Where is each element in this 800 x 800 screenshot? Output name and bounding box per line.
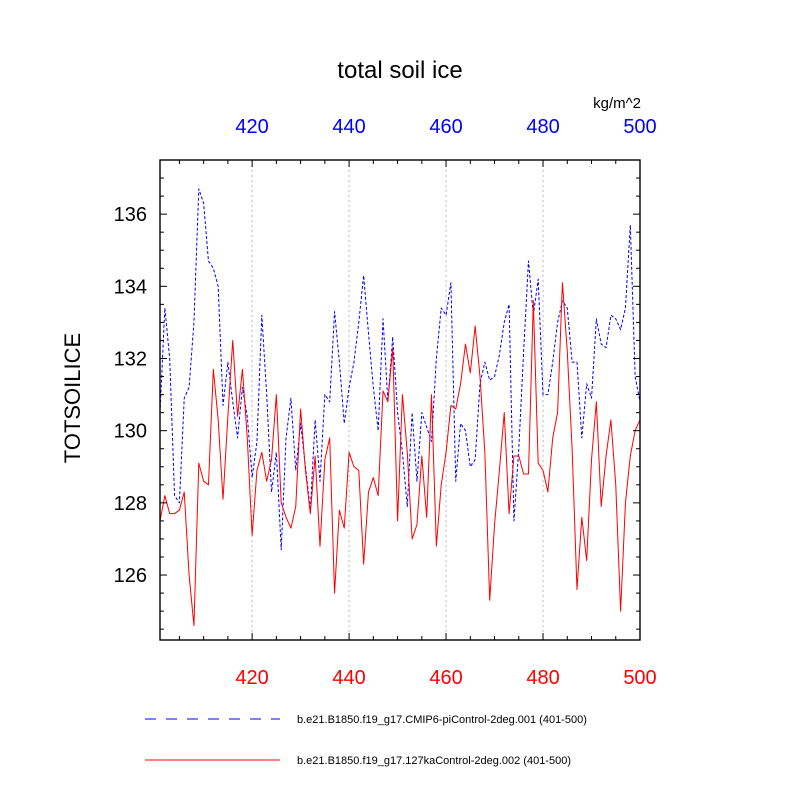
chart-title: total soil ice xyxy=(337,57,462,84)
plot-frame xyxy=(159,159,641,641)
x-tick-label-top-460: 460 xyxy=(429,116,462,138)
x-tick-label-bottom-460: 460 xyxy=(429,667,462,689)
y-tick-label-130: 130 xyxy=(114,421,147,443)
legend-label-2: b.e21.B1850.f19_g17.127kaControl-2deg.00… xyxy=(297,755,571,767)
y-tick-label-128: 128 xyxy=(114,493,147,515)
legend-label-1: b.e21.B1850.f19_g17.CMIP6-piControl-2deg… xyxy=(297,714,587,726)
y-tick-label-136: 136 xyxy=(114,204,147,226)
y-tick-label-134: 134 xyxy=(114,276,147,298)
y-tick-label-126: 126 xyxy=(114,565,147,587)
x-tick-label-bottom-440: 440 xyxy=(332,667,365,689)
series-line-2 xyxy=(159,282,641,627)
x-tick-label-bottom-480: 480 xyxy=(526,667,559,689)
legend: b.e21.B1850.f19_g17.CMIP6-piControl-2deg… xyxy=(145,714,587,767)
series-line-1 xyxy=(159,188,641,551)
series-lines xyxy=(159,188,641,627)
axes: 420 420 440 440 460 460 480 480 500 500 126 128 130 1… xyxy=(114,116,657,689)
y-axis-label: TOTSOILICE xyxy=(60,333,85,463)
x-tick-label-bottom-420: 420 xyxy=(235,667,268,689)
x-tick-label-top-420: 420 xyxy=(235,116,268,138)
x-tick-label-top-440: 440 xyxy=(332,116,365,138)
y-tick-label-132: 132 xyxy=(114,348,147,370)
x-tick-label-top-480: 480 xyxy=(526,116,559,138)
units-label: kg/m^2 xyxy=(593,95,641,112)
x-tick-label-bottom-500: 500 xyxy=(623,667,656,689)
grid-lines xyxy=(251,160,544,640)
x-tick-label-top-500: 500 xyxy=(623,116,656,138)
